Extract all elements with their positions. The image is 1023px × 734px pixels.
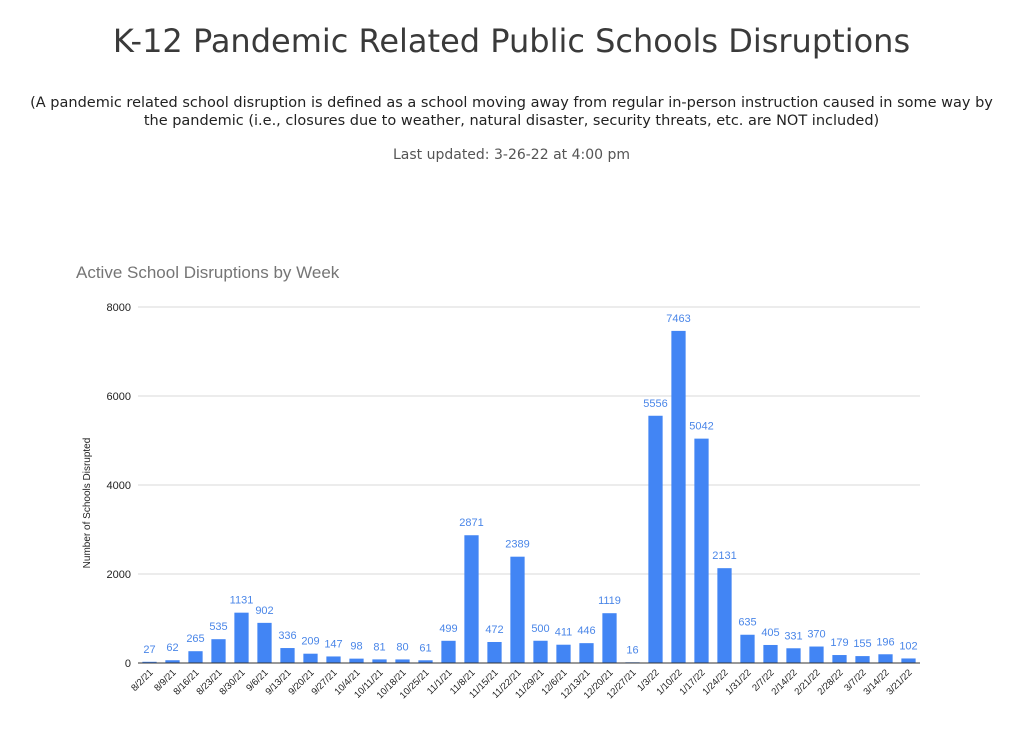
y-axis-title: Number of Schools Disrupted <box>82 438 93 569</box>
data-label: 499 <box>439 623 457 635</box>
bar <box>579 643 594 663</box>
page-title: K-12 Pandemic Related Public Schools Dis… <box>112 22 911 60</box>
bar <box>280 648 295 663</box>
y-tick-label: 6000 <box>107 391 131 403</box>
bar <box>786 648 801 663</box>
data-label: 196 <box>876 636 894 648</box>
bar <box>671 330 686 663</box>
data-label: 16 <box>626 644 638 656</box>
x-tick-label: 1/31/22 <box>723 667 753 697</box>
data-label: 102 <box>899 640 917 652</box>
x-tick-label: 3/21/22 <box>884 667 914 697</box>
bar <box>556 644 571 663</box>
y-axis-ticks: 0 2000 4000 6000 8000 <box>107 302 131 670</box>
bar <box>395 659 410 663</box>
bar <box>694 438 709 663</box>
data-label: 535 <box>209 621 227 633</box>
data-label: 370 <box>807 629 825 641</box>
bar <box>464 535 479 663</box>
bar <box>349 658 364 663</box>
bar <box>234 612 249 663</box>
data-label: 147 <box>324 638 342 650</box>
data-label: 62 <box>166 642 178 654</box>
x-tick-label: 8/30/21 <box>217 667 247 697</box>
bar <box>188 651 203 663</box>
chart-title: Active School Disruptions by Week <box>76 263 340 282</box>
bars <box>142 330 916 663</box>
bar <box>809 646 824 663</box>
data-label: 902 <box>255 605 273 617</box>
data-label: 5556 <box>643 398 667 410</box>
bar <box>142 661 157 663</box>
bar <box>648 415 663 663</box>
bar <box>487 641 502 663</box>
chart-container: Active School Disruptions by Week Number… <box>0 240 1023 729</box>
bar <box>257 622 272 663</box>
bar <box>441 640 456 663</box>
data-label: 179 <box>830 637 848 649</box>
bar <box>763 644 778 663</box>
data-label: 27 <box>143 644 155 656</box>
bar <box>510 556 525 663</box>
bar <box>372 659 387 663</box>
bar <box>740 634 755 663</box>
data-label: 2389 <box>505 539 529 551</box>
data-label: 265 <box>186 633 204 645</box>
data-label: 1131 <box>230 595 254 607</box>
page-subtitle: (A pandemic related school disruption is… <box>30 95 993 129</box>
bar <box>832 655 847 663</box>
data-label: 209 <box>301 636 319 648</box>
data-label: 635 <box>738 617 756 629</box>
last-updated-text: Last updated: 3-26-22 at 4:00 pm <box>392 147 630 163</box>
data-label: 61 <box>419 642 431 654</box>
data-label: 80 <box>396 641 408 653</box>
x-axis-ticks: 8/2/218/9/218/16/218/23/218/30/219/6/219… <box>129 667 914 701</box>
data-label: 446 <box>577 625 595 637</box>
y-tick-label: 0 <box>125 658 131 670</box>
y-tick-label: 4000 <box>107 480 131 492</box>
bar <box>878 654 893 663</box>
data-label: 5042 <box>689 421 713 433</box>
data-label: 405 <box>761 627 779 639</box>
data-label: 98 <box>350 641 362 653</box>
bar <box>533 640 548 663</box>
data-label: 7463 <box>666 313 690 325</box>
x-tick-label: 2/28/22 <box>815 667 845 697</box>
data-label: 500 <box>531 623 549 635</box>
data-label: 1119 <box>598 595 621 607</box>
bar <box>165 660 180 663</box>
y-tick-label: 8000 <box>107 302 131 314</box>
bar <box>326 656 341 663</box>
bar <box>602 613 617 663</box>
bar <box>901 658 916 663</box>
data-label: 411 <box>555 627 573 639</box>
bar-chart: Active School Disruptions by Week Number… <box>76 263 920 701</box>
bar <box>303 653 318 663</box>
bar <box>717 568 732 663</box>
data-label: 2131 <box>712 550 736 562</box>
bar <box>211 639 226 663</box>
x-tick-label: 8/2/21 <box>129 667 155 693</box>
data-label: 472 <box>485 624 503 636</box>
data-label: 81 <box>373 641 385 653</box>
data-label: 2871 <box>459 517 483 529</box>
data-label: 155 <box>853 638 871 650</box>
data-label: 331 <box>784 630 802 642</box>
bar <box>855 656 870 663</box>
y-tick-label: 2000 <box>107 569 131 581</box>
gridlines <box>138 306 920 575</box>
data-label: 336 <box>278 630 296 642</box>
bar <box>418 660 433 663</box>
